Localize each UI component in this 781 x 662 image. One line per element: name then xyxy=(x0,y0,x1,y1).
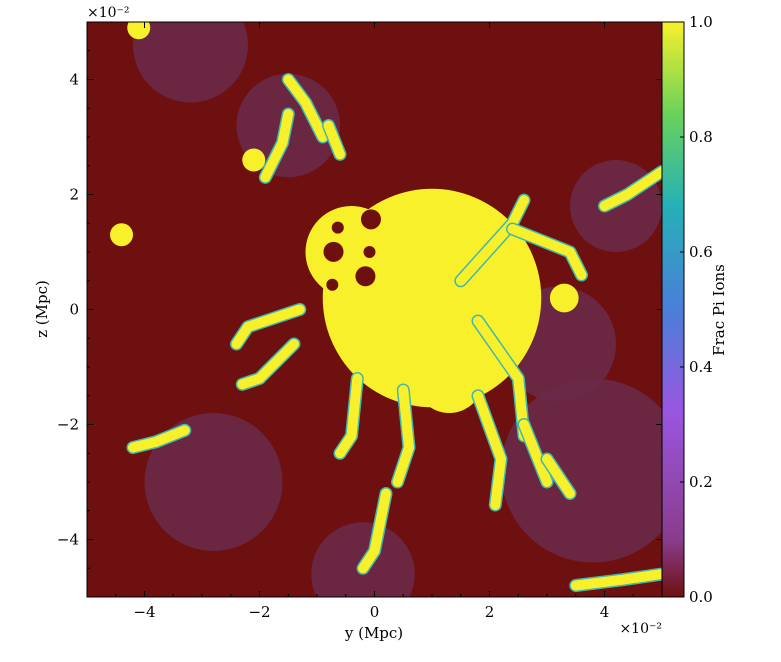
y-tick-label: 4 xyxy=(69,71,79,89)
heatmap-filament xyxy=(473,316,529,441)
heatmap-diffuse xyxy=(144,413,283,551)
heatmap-void xyxy=(355,266,376,287)
heatmap-diffuse xyxy=(133,22,248,103)
y-axis-label: z (Mpc) xyxy=(33,280,51,338)
y-tick-label: 2 xyxy=(69,186,79,204)
heatmap-void xyxy=(326,278,339,291)
colorbar-gradient xyxy=(661,21,685,598)
heatmap-filament xyxy=(542,454,575,499)
heatmap-filament xyxy=(237,339,299,390)
y-axis-multiplier: ×10⁻² xyxy=(87,5,130,21)
x-tick-label: 0 xyxy=(370,603,380,621)
heatmap xyxy=(87,22,662,597)
heatmap-filament xyxy=(570,569,662,591)
heatmap-filament xyxy=(128,425,190,453)
heatmap-filament xyxy=(358,488,391,574)
heatmap-blob xyxy=(305,206,398,298)
heatmap-blob xyxy=(549,283,579,313)
x-axis: −4 −2 0 2 4 xyxy=(86,22,663,621)
x-axis-multiplier: ×10⁻² xyxy=(619,621,662,637)
heatmap-void xyxy=(323,241,344,262)
heatmap-filament xyxy=(507,224,587,280)
colorbar-tick-label: 0.2 xyxy=(689,473,713,491)
heatmap-blob xyxy=(414,344,484,413)
heatmap-blob xyxy=(127,22,151,40)
heatmap-void xyxy=(363,246,376,258)
heatmap-filament xyxy=(335,373,363,459)
heatmap-features xyxy=(110,22,662,597)
heatmap-filament xyxy=(260,109,294,183)
colorbar: 0.0 0.2 0.4 0.6 0.8 1.0 Frac Pi Ions xyxy=(661,13,728,606)
heatmap-filament xyxy=(473,390,506,510)
y-axis: −4 −2 0 2 4 xyxy=(57,21,662,598)
colorbar-ticks: 0.0 0.2 0.4 0.6 0.8 1.0 xyxy=(680,13,713,606)
x-axis-label: y (Mpc) xyxy=(344,624,403,642)
heatmap-void xyxy=(360,209,381,230)
x-tick-label: −4 xyxy=(133,603,155,621)
heatmap-filament xyxy=(231,304,305,349)
heatmap-blob xyxy=(110,223,133,247)
y-tick-label: 0 xyxy=(69,301,79,319)
heatmap-filament xyxy=(519,419,552,487)
colorbar-tick-label: 1.0 xyxy=(689,13,713,31)
heatmap-void xyxy=(331,221,344,234)
x-tick-label: −2 xyxy=(248,603,270,621)
y-tick-label: −2 xyxy=(57,416,79,434)
heatmap-filament xyxy=(283,74,328,142)
heatmap-filament xyxy=(392,385,414,487)
x-tick-label: 2 xyxy=(485,603,495,621)
y-tick-label: −4 xyxy=(57,531,79,549)
colorbar-tick-label: 0.0 xyxy=(689,588,713,606)
colorbar-tick-label: 0.4 xyxy=(689,358,713,376)
x-tick-label: 4 xyxy=(600,603,610,621)
colorbar-tick-label: 0.8 xyxy=(689,128,713,146)
heatmap-blob xyxy=(242,148,266,172)
colorbar-tick-label: 0.6 xyxy=(689,243,713,261)
colorbar-label: Frac Pi Ions xyxy=(710,264,728,356)
heatmap-filament xyxy=(599,166,662,211)
heatmap-filament xyxy=(323,120,345,160)
heatmap-diffuse xyxy=(501,378,662,563)
